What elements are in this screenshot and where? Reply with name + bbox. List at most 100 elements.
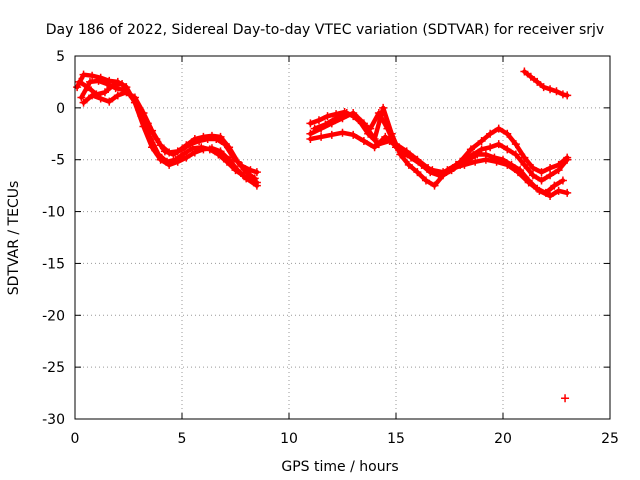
data-point (118, 80, 127, 89)
data-point (317, 132, 326, 141)
data-point (163, 157, 172, 166)
data-point (88, 71, 97, 80)
data-point (310, 124, 319, 133)
data-point (182, 141, 191, 150)
data-point (387, 129, 396, 138)
data-point (563, 91, 572, 100)
data-point (73, 83, 82, 92)
data-point (460, 160, 469, 169)
data-point (381, 132, 390, 141)
data-point (205, 145, 214, 154)
y-tick-label: -10 (42, 205, 65, 221)
data-point (103, 80, 112, 89)
data-point (486, 143, 495, 152)
data-point (165, 148, 174, 157)
data-point (327, 130, 336, 139)
data-point (233, 157, 242, 166)
data-point (321, 120, 330, 129)
data-point (528, 171, 537, 180)
data-point (524, 178, 533, 187)
data-point (79, 98, 88, 107)
data-point (430, 181, 439, 190)
data-point (563, 153, 572, 162)
data-point (79, 70, 88, 79)
data-point (546, 192, 555, 201)
data-point (145, 132, 154, 141)
data-point (477, 137, 486, 146)
data-point (342, 109, 351, 118)
data-point (546, 164, 555, 173)
data-point (190, 134, 199, 143)
data-point (554, 160, 563, 169)
data-point (370, 143, 379, 152)
series-track-i (520, 67, 572, 100)
data-point (486, 129, 495, 138)
data-point (105, 97, 114, 106)
data-point (421, 176, 430, 185)
data-point (173, 147, 182, 156)
data-point (231, 166, 240, 175)
data-point (148, 126, 157, 135)
data-point (473, 150, 482, 159)
data-point (364, 129, 373, 138)
data-point (428, 166, 437, 175)
x-tick-label: 20 (494, 431, 512, 447)
data-point (156, 141, 165, 150)
data-point (404, 160, 413, 169)
data-point (552, 87, 561, 96)
data-point (539, 83, 548, 92)
data-point (222, 157, 231, 166)
data-point (180, 149, 189, 158)
data-point (122, 88, 131, 97)
data-point (306, 134, 315, 143)
data-point (100, 88, 109, 97)
y-tick-label: 5 (56, 49, 65, 65)
data-point (492, 157, 501, 166)
data-point (199, 132, 208, 141)
data-point (503, 145, 512, 154)
data-point (558, 176, 567, 185)
data-point (449, 164, 458, 173)
x-tick-label: 5 (178, 431, 187, 447)
data-point (413, 168, 422, 177)
data-point (535, 186, 544, 195)
y-tick-label: -15 (42, 256, 65, 272)
data-point (77, 93, 86, 102)
y-tick-label: -5 (51, 153, 65, 169)
data-point (353, 114, 362, 123)
data-point (216, 132, 225, 141)
data-point (558, 90, 567, 99)
data-point (471, 157, 480, 166)
data-point (406, 153, 415, 162)
y-tick-label: -25 (42, 360, 65, 376)
y-tick-label: -20 (42, 308, 65, 324)
data-point (214, 150, 223, 159)
grid-layer (75, 56, 610, 419)
data-point (154, 150, 163, 159)
data-point (494, 124, 503, 133)
data-point (513, 168, 522, 177)
series-track-d (79, 88, 259, 183)
data-point (332, 114, 341, 123)
data-point (520, 67, 529, 76)
data-point (240, 172, 249, 181)
data-point (561, 394, 570, 403)
data-point (242, 168, 251, 177)
x-tick-label: 25 (601, 431, 619, 447)
tick-layer: 0 5 10 15 20 25 5 0 -5 -10 -15 -20 -25 -30 (42, 49, 619, 447)
data-point (182, 153, 191, 162)
data-point (466, 145, 475, 154)
data-point (139, 109, 148, 118)
data-point (550, 181, 559, 190)
data-point (83, 83, 92, 92)
data-point (528, 164, 537, 173)
data-point (250, 174, 259, 183)
data-point (520, 153, 529, 162)
data-point (520, 160, 529, 169)
data-point (494, 140, 503, 149)
data-point (359, 137, 368, 146)
series-outlier (561, 394, 570, 403)
data-point (75, 77, 84, 86)
data-point (252, 178, 261, 187)
data-point (252, 168, 261, 177)
